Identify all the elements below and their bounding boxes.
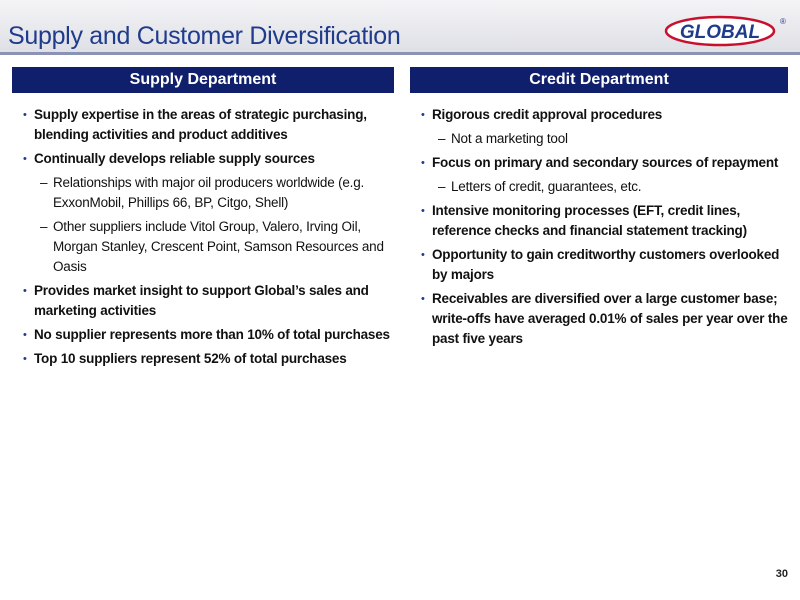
- header-band: [0, 0, 800, 52]
- bullet: Receivables are diversified over a large…: [410, 289, 788, 349]
- bullet: Top 10 suppliers represent 52% of total …: [12, 349, 394, 369]
- sub-bullet: Other suppliers include Vitol Group, Val…: [12, 217, 394, 277]
- bullet: Focus on primary and secondary sources o…: [410, 153, 788, 173]
- page-number: 30: [775, 568, 788, 580]
- column-heading: Credit Department: [410, 67, 788, 93]
- header-rule: [0, 52, 800, 55]
- sub-bullet: Letters of credit, guarantees, etc.: [410, 177, 788, 197]
- logo-mark: ®: [780, 17, 786, 26]
- bullet: Provides market insight to support Globa…: [12, 281, 394, 321]
- bullet: Continually develops reliable supply sou…: [12, 149, 394, 169]
- bullet-list: Supply expertise in the areas of strateg…: [12, 105, 394, 369]
- logo: GLOBAL ®: [664, 15, 786, 47]
- column: Supply Department Supply expertise in th…: [12, 67, 394, 373]
- bullet: No supplier represents more than 10% of …: [12, 325, 394, 345]
- bullet: Opportunity to gain creditworthy custome…: [410, 245, 788, 285]
- bullet: Intensive monitoring processes (EFT, cre…: [410, 201, 788, 241]
- logo-ring: [664, 15, 776, 47]
- slide-title: Supply and Customer Diversification: [8, 22, 401, 50]
- column-heading: Supply Department: [12, 67, 394, 93]
- sub-bullet: Not a marketing tool: [410, 129, 788, 149]
- bullet-list: Rigorous credit approval procedures Not a…: [410, 105, 788, 349]
- logo-text: GLOBAL: [680, 22, 760, 43]
- column: Credit Department Rigorous credit approv…: [410, 67, 788, 353]
- bullet: Supply expertise in the areas of strateg…: [12, 105, 394, 145]
- bullet: Rigorous credit approval procedures: [410, 105, 788, 125]
- sub-bullet: Relationships with major oil producers w…: [12, 173, 394, 213]
